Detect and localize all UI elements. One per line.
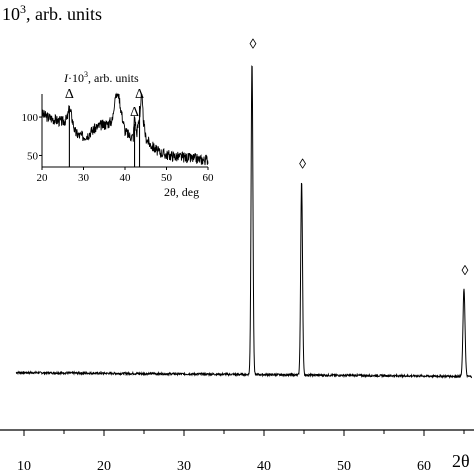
inset-y-tick-label: 50 xyxy=(27,150,39,162)
main-x-tick-label: 50 xyxy=(337,459,351,474)
inset-delta-marker: Δ xyxy=(130,105,139,120)
inset-x-tick-label: 30 xyxy=(78,172,90,184)
main-peak-markers: ◊ ◊ ◊ xyxy=(250,38,469,279)
inset-x-tick-label: 50 xyxy=(161,172,173,184)
main-x-tick-label: 20 xyxy=(97,459,111,474)
inset-x-tick-label: 40 xyxy=(120,172,132,184)
main-y-label: ·103, arb. units xyxy=(0,2,102,24)
main-x-ticks: 10 20 30 40 50 60 xyxy=(17,430,465,474)
inset-delta-marker: Δ xyxy=(135,87,144,102)
inset-y-tick-label: 100 xyxy=(22,112,39,124)
inset-pattern-line xyxy=(41,92,209,166)
main-x-tick-label: 30 xyxy=(177,459,191,474)
inset-delta-marker: Δ xyxy=(65,87,74,102)
inset-y-label: I·103, arb. units xyxy=(63,70,139,85)
inset-x-label: 2θ, deg xyxy=(164,185,199,199)
main-x-tick-label: 10 xyxy=(17,459,31,474)
peak-diamond-marker: ◊ xyxy=(462,264,469,279)
main-x-tick-label: 60 xyxy=(417,459,431,474)
inset-peak-markers: ΔΔΔ xyxy=(65,87,144,167)
main-pattern-line xyxy=(15,65,473,379)
inset-ticks: 20 30 40 50 60 50 100 xyxy=(22,112,215,184)
main-x-tick-label: 40 xyxy=(257,459,271,474)
inset-x-tick-label: 20 xyxy=(37,172,49,184)
main-x-label: 2θ xyxy=(452,451,470,471)
peak-diamond-marker: ◊ xyxy=(250,38,257,53)
inset-x-tick-label: 60 xyxy=(203,172,215,184)
peak-diamond-marker: ◊ xyxy=(299,157,306,172)
